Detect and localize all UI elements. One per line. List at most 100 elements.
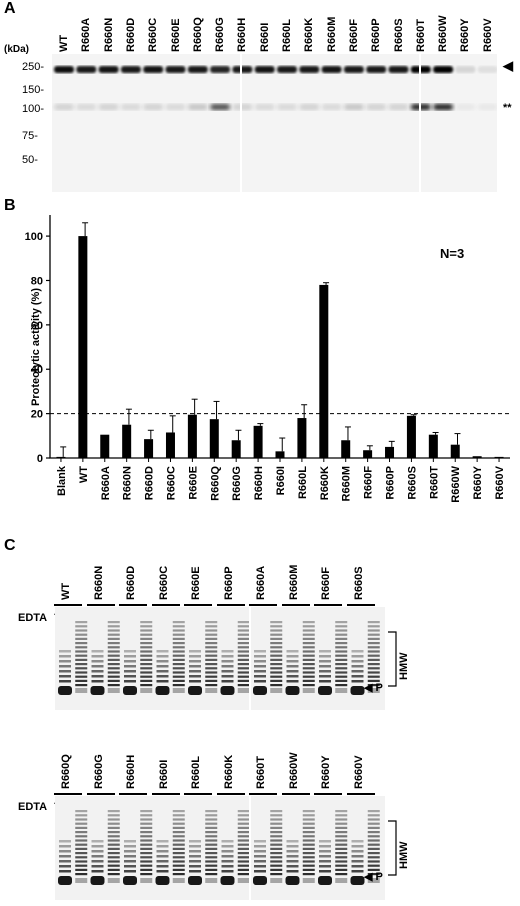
chart-axis-lines (49, 215, 510, 459)
gel-lane-minus (253, 650, 267, 695)
x-tick-label: R660L (297, 466, 309, 499)
gel-lane-label: R660P (222, 566, 235, 600)
gel-image-top (55, 607, 385, 710)
gel-lane-minus (90, 650, 105, 695)
gel-lane-label: R660Q (60, 754, 72, 789)
gel-lane-underline (249, 604, 277, 606)
gel-lane-underline (216, 604, 245, 606)
blot-lane-label: R660G (214, 17, 227, 52)
edta-label-top: EDTA (18, 612, 48, 624)
gel-lane-minus (285, 840, 300, 885)
x-tick-label: R660A (100, 466, 112, 500)
blot-band-main (210, 66, 231, 73)
gel-lane-underline (281, 604, 310, 606)
gel-lane-plus (270, 621, 283, 693)
x-tick-label: R660K (319, 466, 331, 500)
gel-lane-label: R660E (190, 566, 202, 600)
blot-band-secondary (165, 104, 186, 110)
blot-band-main (76, 66, 97, 73)
hmw-label-top: HMW (398, 652, 410, 681)
x-tick-label: R660H (253, 466, 265, 500)
gel-lane-label: R660M (287, 564, 300, 600)
gel-lane-label: R660L (190, 755, 202, 789)
x-tick-label: WT (78, 466, 90, 483)
gel-lane-underline (184, 604, 212, 606)
p-marker-bottom: ◀ P (364, 871, 383, 883)
blot-lane-label: R660Y (459, 18, 472, 52)
gel-lane-minus (123, 840, 137, 885)
bar-blank (56, 456, 66, 458)
blot-band-secondary (120, 104, 141, 110)
blot-marker-label: 100- (22, 103, 45, 115)
blot-lane-label: WT (58, 34, 70, 52)
x-tick-label: R660C (165, 466, 177, 500)
n-annotation: N=3 (440, 246, 465, 261)
blot-band-secondary (366, 104, 387, 110)
p-marker-top: ◀ P (364, 682, 383, 694)
gel-lane-label: R660D (125, 565, 137, 600)
blot-marker-label: 50- (22, 154, 38, 166)
blot-band-secondary (76, 104, 97, 110)
gel-lane-minus (123, 650, 137, 695)
bar-r660s (406, 415, 416, 458)
bar-r660p (385, 446, 395, 458)
gel-lane-plus (140, 621, 153, 693)
blot-band-main (187, 66, 208, 73)
gel-lane-minus (58, 840, 72, 885)
blot-band-secondary (232, 104, 253, 110)
gel-lane-underline (151, 604, 180, 606)
x-tick-label: R660N (122, 466, 134, 500)
blot-lane-label: R660T (414, 18, 427, 52)
panel-letter-b: B (4, 197, 16, 214)
blot-band-secondary (277, 104, 297, 110)
gel-lane-label: R660T (255, 755, 267, 789)
hmw-bracket-bottom (388, 820, 397, 876)
gel-lane-plus (237, 621, 250, 693)
gel-lane-minus (155, 840, 170, 885)
blot-band-secondary (455, 104, 476, 110)
gel-lane-plus (205, 621, 218, 693)
gel-lane-plus (205, 810, 218, 883)
blot-lane-label: R660A (80, 17, 93, 52)
blot-marker-label: 250- (22, 61, 45, 73)
blot-band-secondary (477, 104, 497, 110)
gel-lane-plus (237, 810, 250, 883)
blot-band-main (343, 66, 364, 73)
blot-lane-label: R660H (236, 17, 249, 52)
bar-r660t (428, 434, 438, 458)
bar-r660g (231, 440, 241, 458)
panel-letter-a: A (4, 0, 16, 17)
blot-lane-label: R660D (124, 17, 137, 52)
bar-r660v (494, 456, 504, 458)
gel-image-bottom (55, 796, 385, 900)
blot-band-secondary (54, 104, 74, 110)
blot-lane-label: R660E (169, 18, 182, 52)
blot-lane-label: R660S (392, 18, 405, 52)
gel-lane-underline (281, 793, 310, 795)
x-tick-label: R660E (187, 466, 199, 500)
edta-label-bottom: EDTA (18, 801, 48, 813)
y-tick-label: 0 (37, 453, 43, 465)
x-tick-label: R660S (406, 466, 418, 500)
blot-marker-label: 150- (22, 84, 45, 96)
gel-lane-label: R660I (157, 759, 170, 789)
y-tick-label: 20 (31, 409, 43, 421)
panel-letter-c: C (4, 537, 16, 554)
gel-lane-label: R660W (287, 752, 300, 789)
gel-lane-underline (86, 793, 115, 795)
gel-lane-plus (75, 621, 88, 693)
gel-lane-label: R660H (125, 754, 137, 789)
gel-lane-plus (140, 810, 153, 883)
band-arrow-marker: ◀ (503, 58, 513, 73)
blot-lane-label: R660C (147, 17, 160, 52)
blot-band-main (388, 66, 409, 73)
bar-r660d (144, 439, 154, 458)
blot-band-main (143, 66, 164, 73)
blot-lane-label: R660P (370, 18, 383, 52)
x-tick-label: R660I (275, 466, 287, 495)
blot-band-main (120, 66, 141, 73)
gel-lane-plus (335, 810, 348, 883)
y-tick-label: 60 (31, 320, 43, 332)
gel-lane-label: R660G (92, 754, 105, 789)
blot-split-line-2 (419, 54, 421, 192)
